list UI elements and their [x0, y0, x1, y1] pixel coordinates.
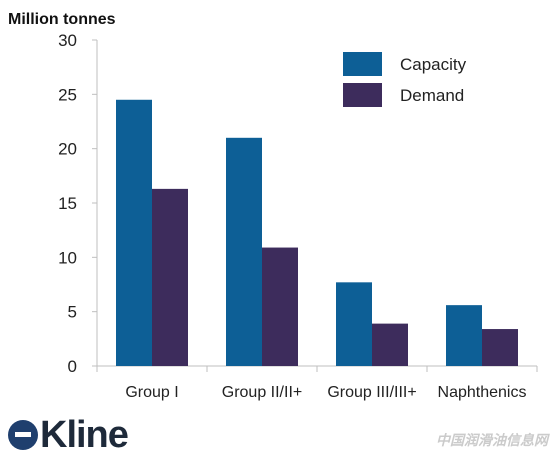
x-tick-label: Naphthenics — [438, 384, 527, 401]
x-tick-label: Group I — [125, 384, 178, 401]
y-tick-label: 30 — [58, 31, 77, 50]
y-tick-label: 25 — [58, 85, 77, 104]
bars — [116, 99, 518, 367]
legend-label-demand: Demand — [400, 86, 464, 105]
y-axis: 0 5 10 15 20 25 30 — [58, 31, 98, 376]
y-tick-label: 0 — [68, 357, 77, 376]
legend-swatch-demand — [343, 83, 382, 107]
kline-logo-mark — [8, 420, 38, 450]
legend-swatch-capacity — [343, 52, 382, 76]
y-axis-label: Million tonnes — [8, 11, 116, 28]
bar-capacity-4 — [446, 305, 482, 366]
bar-capacity-3 — [336, 282, 372, 366]
bar-demand-1 — [152, 188, 188, 366]
bar-demand-2 — [262, 247, 298, 366]
x-tick-label: Group III/III+ — [327, 384, 416, 401]
bar-demand-3 — [372, 323, 408, 366]
bar-demand-4 — [482, 329, 518, 366]
legend-label-capacity: Capacity — [400, 55, 467, 74]
y-tick-label: 10 — [58, 248, 77, 267]
y-tick-label: 5 — [68, 303, 77, 322]
watermark: 中国润滑油信息网 — [436, 432, 548, 448]
y-tick-label: 15 — [58, 194, 77, 213]
kline-logo-text: Kline — [40, 414, 129, 456]
legend: Capacity Demand — [343, 52, 467, 107]
y-tick-label: 20 — [58, 140, 77, 159]
x-axis: Group I Group II/II+ Group III/III+ Naphthe… — [96, 365, 538, 401]
kline-logo: Kline — [8, 414, 129, 456]
bar-capacity-1 — [116, 99, 152, 367]
bar-capacity-2 — [226, 137, 262, 366]
x-tick-label: Group II/II+ — [222, 384, 302, 401]
